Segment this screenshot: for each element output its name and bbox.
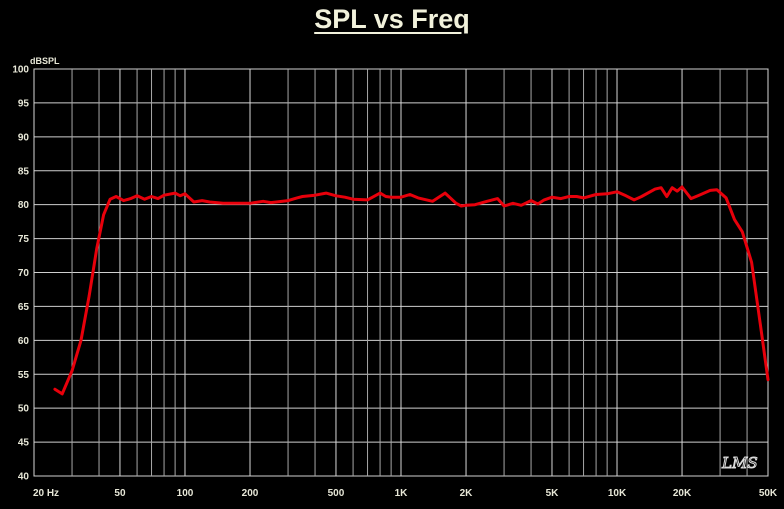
x-tick-label: 50 (114, 488, 126, 499)
y-tick-label: 65 (18, 302, 30, 313)
series-line (53, 185, 770, 396)
x-tick-label: 200 (242, 488, 259, 499)
x-tick-label: 20K (673, 488, 692, 499)
y-tick-label: 55 (18, 370, 30, 381)
y-tick-label: 95 (18, 98, 30, 109)
x-tick-label: 1K (395, 488, 409, 499)
x-tick-label: 100 (177, 488, 194, 499)
y-axis-label: dBSPL (30, 56, 60, 66)
x-tick-label: 50K (759, 488, 778, 499)
y-tick-label: 60 (18, 336, 30, 347)
y-tick-label: 40 (18, 472, 30, 483)
y-tick-label: 50 (18, 404, 30, 415)
chart-title: SPL vs Freq (314, 4, 470, 34)
y-tick-label: 90 (18, 132, 30, 143)
x-tick-label: 10K (608, 488, 627, 499)
watermark-logo: LMS (721, 454, 758, 472)
y-tick-label: 80 (18, 200, 30, 211)
y-tick-label: 45 (18, 438, 30, 449)
x-tick-label: 2K (460, 488, 474, 499)
x-tick-label: 5K (546, 488, 560, 499)
y-tick-label: 70 (18, 268, 30, 279)
y-tick-label: 75 (18, 234, 30, 245)
y-tick-label: 85 (18, 166, 30, 177)
y-tick-label: 100 (12, 65, 29, 76)
x-tick-label: 20 Hz (33, 488, 59, 499)
x-tick-label: 500 (328, 488, 345, 499)
